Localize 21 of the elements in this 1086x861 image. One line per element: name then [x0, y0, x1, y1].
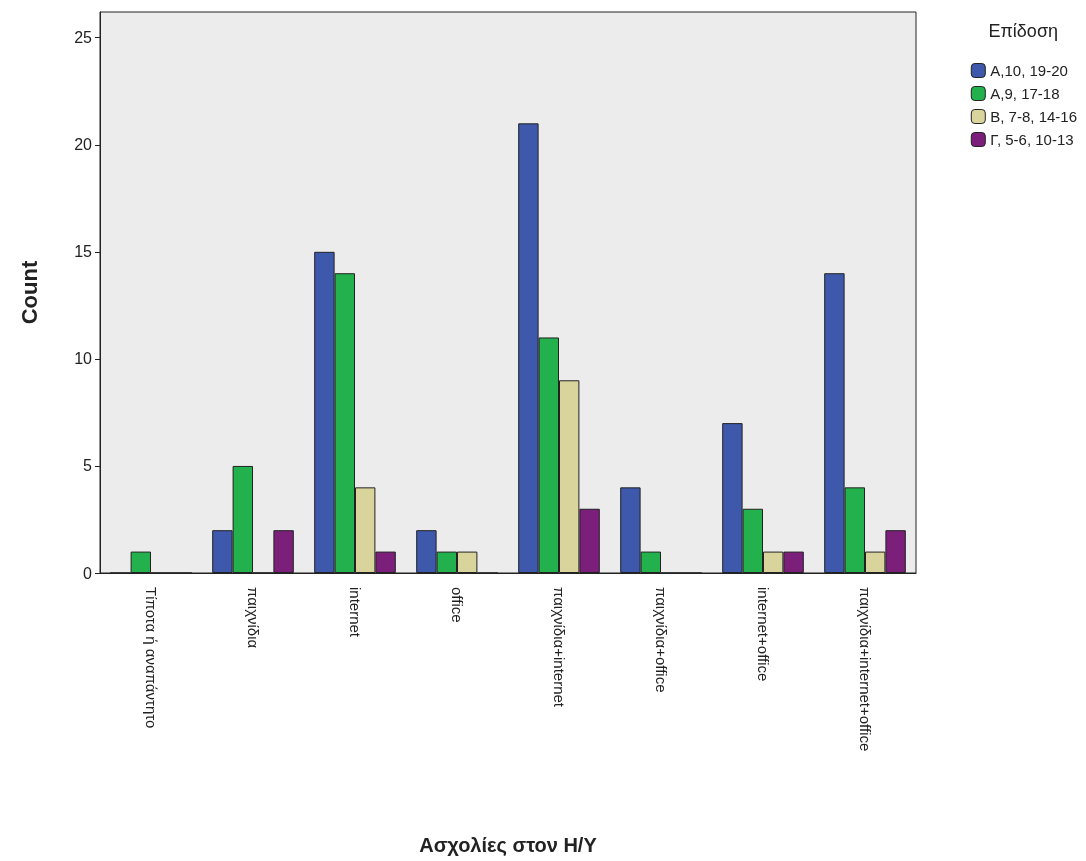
y-tick-label: 0	[83, 564, 93, 582]
x-tick-label: παιχνίδια+internet	[550, 587, 568, 708]
y-tick-label: 10	[74, 350, 93, 368]
y-axis-title: Count	[16, 260, 42, 325]
legend-label: Γ, 5-6, 10-13	[990, 131, 1074, 148]
legend-label: Β, 7-8, 14-16	[990, 108, 1077, 125]
x-tick-label: Τίποτα ή αναπάντητο	[142, 587, 160, 729]
x-tick-label: internet	[346, 587, 364, 638]
x-tick-label: internet+office	[754, 587, 772, 682]
legend-label: Α,9, 17-18	[990, 85, 1060, 102]
legend-title: Επίδοση	[988, 21, 1058, 41]
x-tick-label: office	[448, 587, 466, 623]
legend-label: Α,10, 19-20	[990, 62, 1068, 79]
x-tick-label: παιχνίδια	[244, 587, 262, 649]
y-tick-label: 25	[74, 29, 93, 47]
x-tick-label: παιχνίδια+internet+office	[856, 587, 874, 752]
y-tick-label: 5	[83, 457, 93, 475]
y-tick-label: 20	[74, 136, 93, 154]
x-tick-label: παιχνίδια+office	[652, 587, 670, 693]
y-tick-label: 15	[74, 243, 93, 261]
x-axis-title: Ασχολίες στον Η/Υ	[419, 834, 598, 856]
